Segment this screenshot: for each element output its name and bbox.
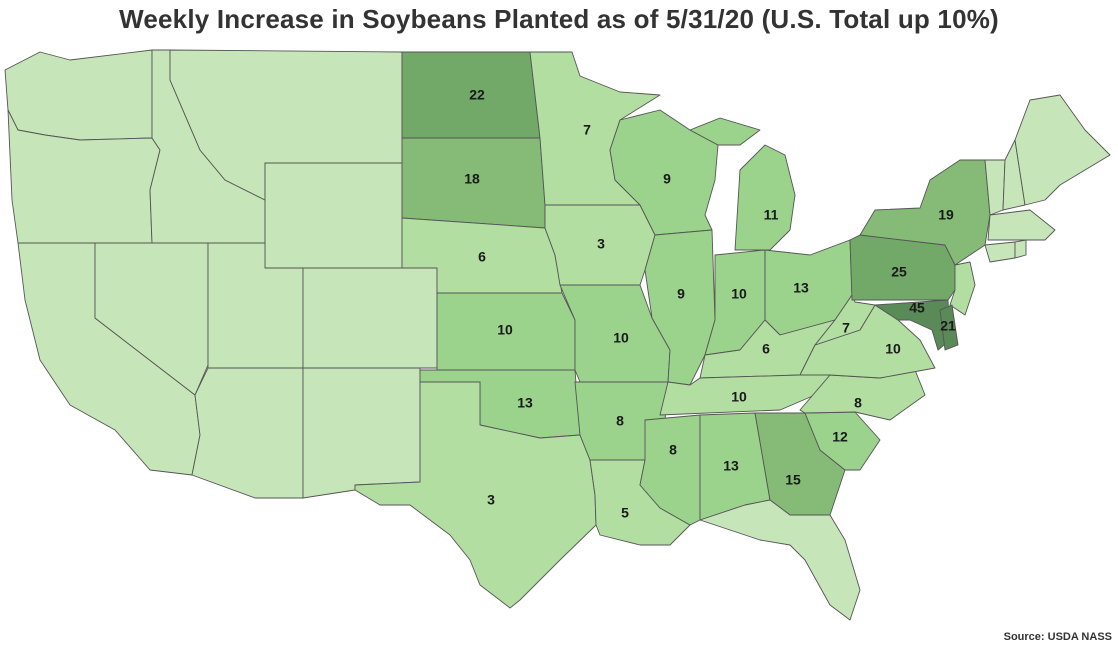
state-value-sd: 18 bbox=[464, 171, 480, 187]
state-wv[interactable] bbox=[814, 294, 876, 346]
state-value-ks: 10 bbox=[497, 322, 513, 338]
state-value-ny: 19 bbox=[938, 207, 954, 223]
state-wa[interactable] bbox=[4, 49, 153, 141]
state-value-la: 5 bbox=[621, 505, 629, 521]
state-me[interactable] bbox=[1014, 94, 1111, 206]
state-value-oh: 13 bbox=[793, 280, 809, 296]
state-value-md: 45 bbox=[909, 300, 925, 316]
state-value-de: 21 bbox=[940, 318, 956, 334]
state-value-ky: 6 bbox=[762, 341, 770, 357]
state-value-al: 13 bbox=[723, 458, 739, 474]
state-value-il: 9 bbox=[677, 286, 685, 302]
state-mi[interactable] bbox=[689, 117, 796, 251]
state-value-tn: 10 bbox=[731, 389, 747, 405]
state-value-mo: 10 bbox=[613, 330, 629, 346]
map-title: Weekly Increase in Soybeans Planted as o… bbox=[119, 4, 999, 34]
state-value-wv: 7 bbox=[842, 320, 850, 336]
state-wy[interactable] bbox=[264, 162, 403, 269]
state-value-ne: 6 bbox=[478, 249, 486, 265]
state-value-mn: 7 bbox=[583, 122, 591, 138]
state-de[interactable] bbox=[939, 304, 959, 351]
state-value-tx: 3 bbox=[487, 492, 495, 508]
state-value-sc: 12 bbox=[832, 429, 848, 445]
state-value-ar: 8 bbox=[616, 413, 624, 429]
state-nm[interactable] bbox=[302, 367, 421, 499]
state-wi[interactable] bbox=[609, 109, 719, 236]
state-value-nc: 8 bbox=[854, 395, 862, 411]
state-fl[interactable] bbox=[699, 499, 861, 621]
state-value-mi: 11 bbox=[764, 207, 779, 223]
state-nj[interactable] bbox=[949, 261, 976, 316]
state-value-pa: 25 bbox=[891, 264, 907, 280]
state-value-ia: 3 bbox=[597, 236, 605, 252]
state-value-ga: 15 bbox=[785, 472, 801, 488]
state-nv[interactable] bbox=[94, 242, 209, 396]
state-az[interactable] bbox=[191, 367, 304, 499]
state-value-nd: 22 bbox=[469, 87, 485, 103]
state-value-ms: 8 bbox=[669, 442, 677, 458]
state-value-ok: 13 bbox=[517, 395, 533, 411]
state-ct[interactable] bbox=[984, 241, 1016, 263]
state-tx[interactable] bbox=[354, 381, 597, 609]
state-value-in: 10 bbox=[731, 286, 747, 302]
state-value-va: 10 bbox=[885, 341, 901, 357]
state-co[interactable] bbox=[302, 267, 438, 369]
source-note: Source: USDA NASS bbox=[1003, 631, 1112, 643]
state-ri[interactable] bbox=[1014, 239, 1027, 259]
state-ma[interactable] bbox=[987, 209, 1056, 241]
state-value-wi: 9 bbox=[663, 171, 671, 187]
